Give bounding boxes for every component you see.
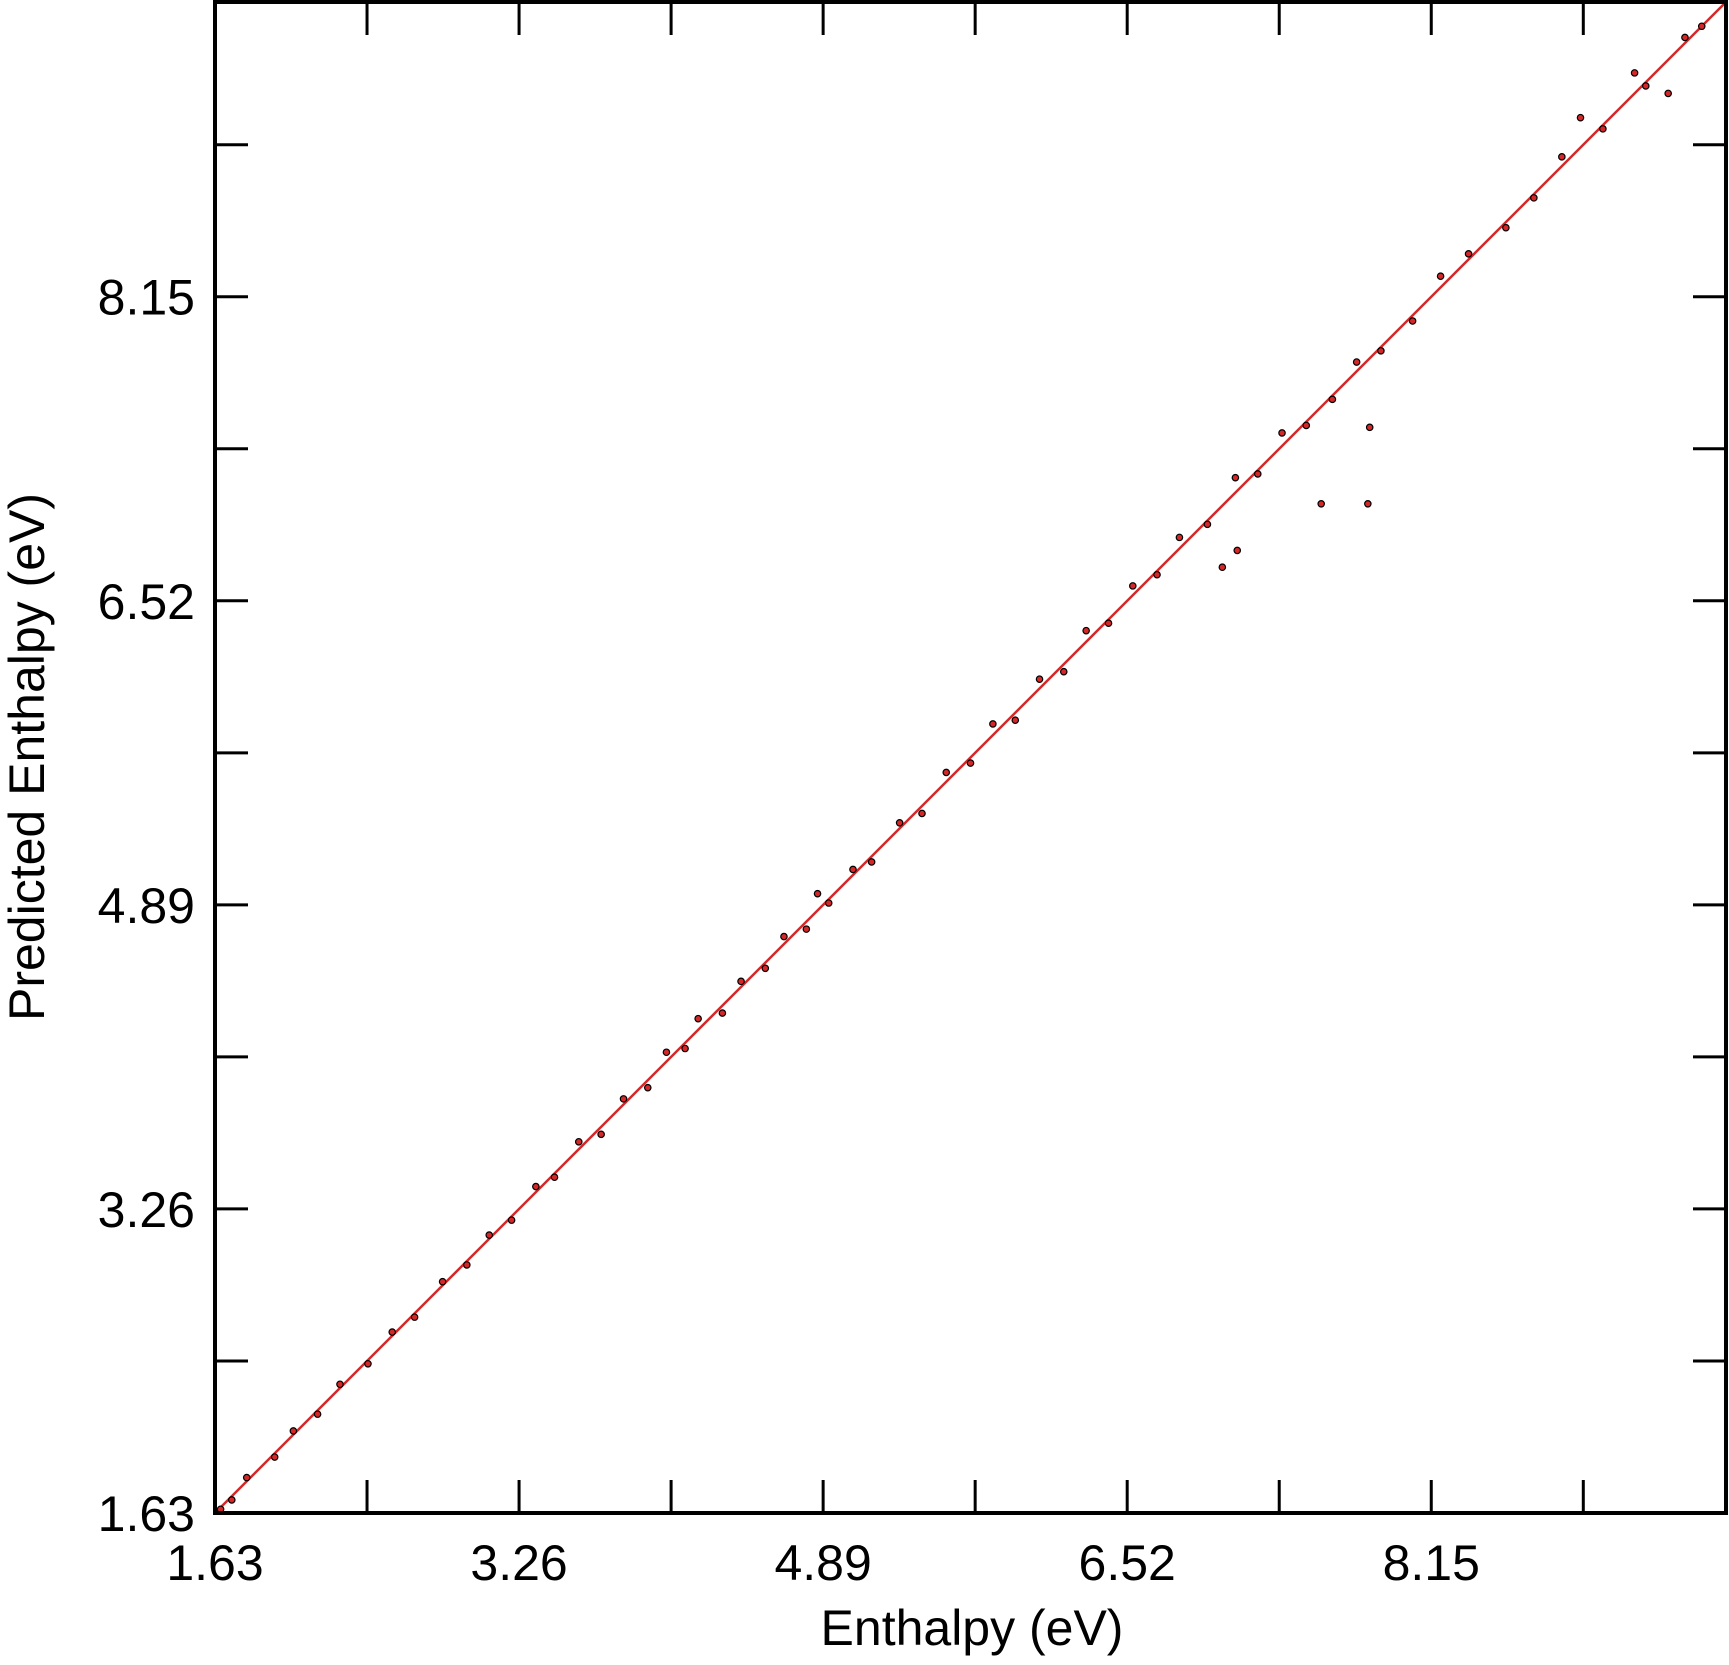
x-tick-label: 6.52 [1079, 1535, 1176, 1591]
point [942, 768, 951, 777]
point [1408, 317, 1417, 325]
point [813, 889, 822, 898]
point [1364, 500, 1372, 508]
point [966, 759, 975, 767]
point [438, 1277, 447, 1286]
point [1153, 570, 1161, 579]
point [662, 1048, 671, 1057]
point [1630, 69, 1639, 77]
point [227, 1496, 236, 1504]
point [1558, 153, 1566, 161]
point [1231, 473, 1240, 482]
point [1502, 223, 1510, 232]
point [485, 1231, 494, 1239]
point [1599, 125, 1607, 133]
point [867, 858, 876, 866]
point [1082, 626, 1090, 635]
y-tick-label: 3.26 [98, 1182, 195, 1238]
point [1697, 22, 1706, 31]
x-tick-label: 8.15 [1383, 1535, 1480, 1591]
x-tick-label: 4.89 [774, 1535, 871, 1591]
point [989, 720, 997, 728]
point [1104, 619, 1113, 627]
point [574, 1137, 583, 1146]
point [1464, 250, 1473, 258]
fit-line [214, 1, 1727, 1514]
point [550, 1173, 559, 1182]
point [1365, 423, 1374, 432]
point [1059, 667, 1068, 676]
point [824, 899, 833, 907]
point [895, 818, 904, 827]
point [737, 977, 745, 986]
point [918, 809, 926, 818]
point [313, 1410, 322, 1418]
point [1377, 347, 1385, 355]
point [1233, 546, 1242, 555]
point [532, 1182, 540, 1191]
x-axis-title: Enthalpy (eV) [821, 1600, 1124, 1656]
point [270, 1453, 279, 1461]
point [289, 1427, 298, 1435]
point [1218, 563, 1227, 572]
point [1352, 358, 1361, 366]
point [1128, 582, 1137, 590]
point [1011, 716, 1020, 724]
point [242, 1473, 251, 1482]
point [410, 1313, 419, 1321]
y-tick-label: 8.15 [98, 270, 195, 326]
point [802, 925, 811, 933]
point [718, 1009, 727, 1017]
point [463, 1261, 471, 1269]
point [1530, 194, 1538, 202]
x-tick-label: 1.63 [166, 1535, 263, 1591]
point [1436, 272, 1445, 281]
point [1175, 533, 1184, 542]
point [336, 1380, 344, 1389]
point [1328, 395, 1337, 404]
point [1317, 500, 1326, 508]
point [1664, 89, 1672, 98]
point [1641, 82, 1650, 90]
point [364, 1359, 372, 1368]
point [1278, 429, 1286, 437]
point [780, 932, 788, 941]
point [619, 1095, 628, 1103]
x-tick-label: 3.26 [470, 1535, 567, 1591]
point [681, 1044, 689, 1053]
point [1035, 675, 1044, 683]
y-tick-label: 1.63 [98, 1486, 195, 1542]
point [643, 1083, 652, 1092]
point [1302, 421, 1311, 430]
point [1253, 470, 1262, 478]
y-tick-label: 4.89 [98, 878, 195, 934]
y-tick-label: 6.52 [98, 574, 195, 630]
point [1576, 113, 1585, 122]
plot-frame [213, 0, 1728, 1515]
point [597, 1130, 605, 1139]
point [761, 964, 770, 973]
point [849, 865, 857, 874]
y-axis-title: Predicted Enthalpy (eV) [0, 493, 55, 1021]
point [507, 1216, 516, 1224]
point [388, 1328, 397, 1336]
point [1203, 520, 1212, 529]
point [694, 1014, 702, 1023]
point [1681, 33, 1689, 42]
